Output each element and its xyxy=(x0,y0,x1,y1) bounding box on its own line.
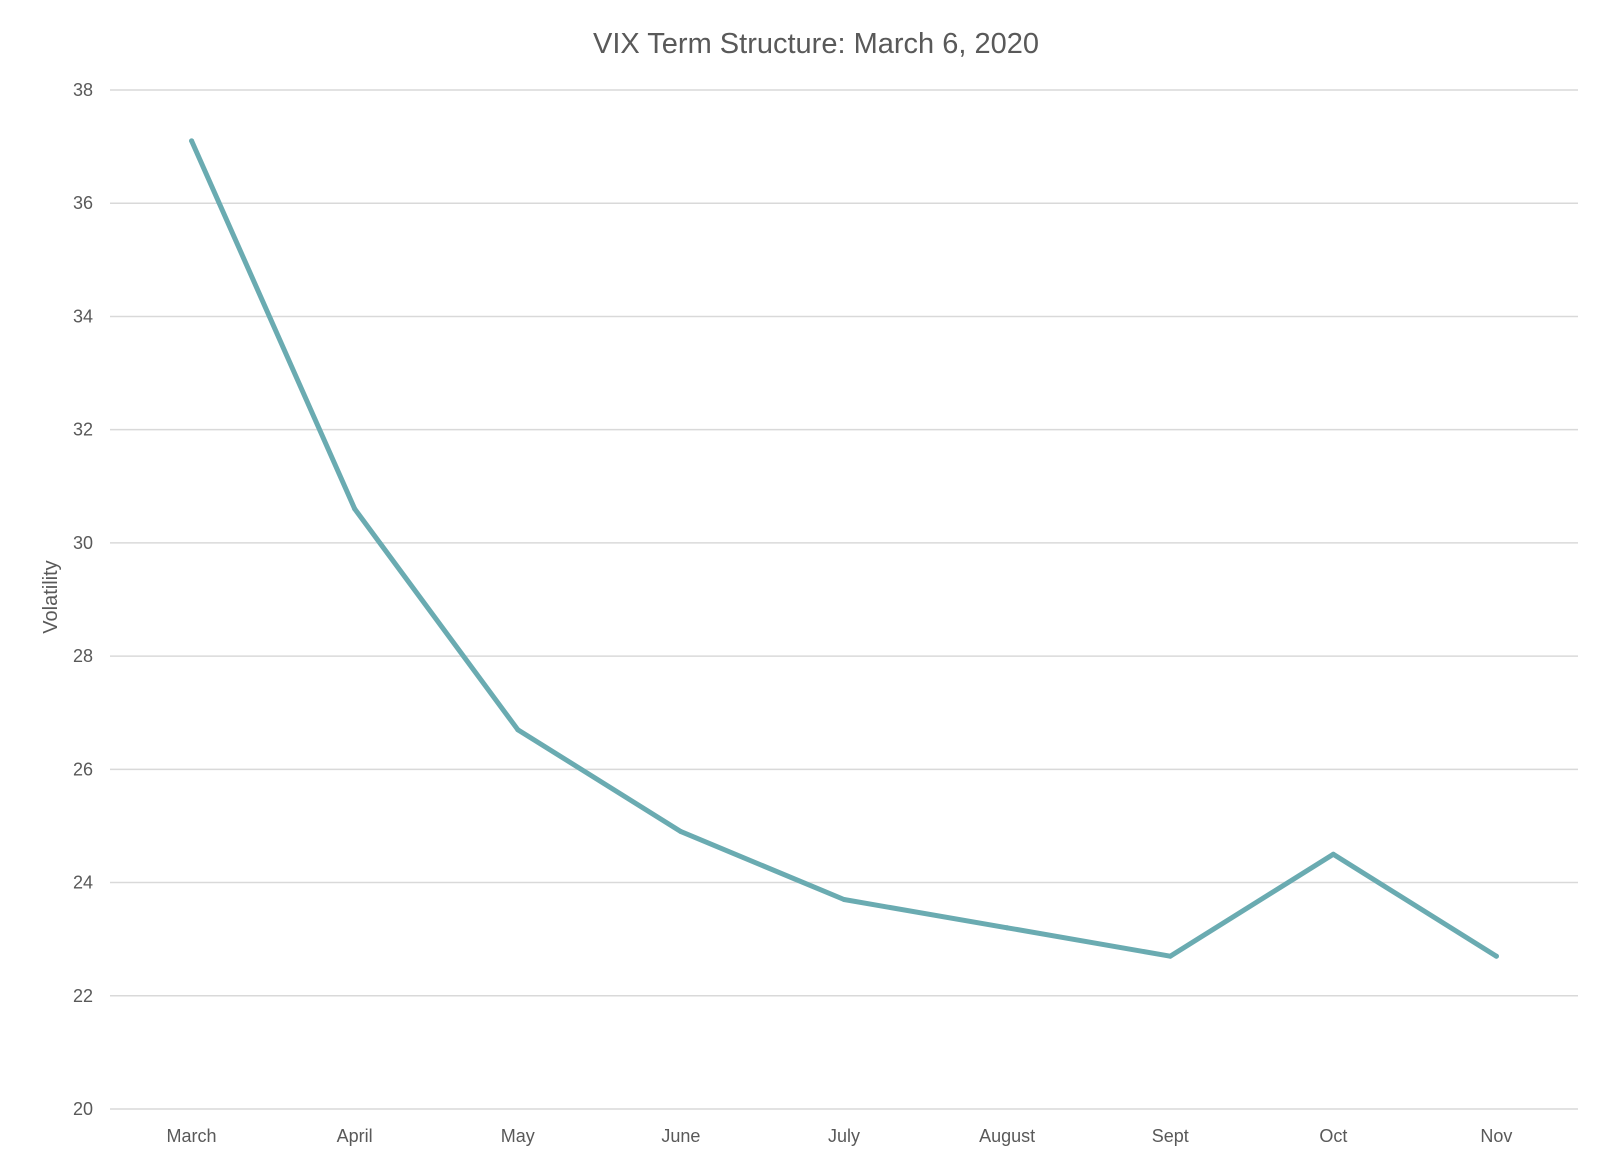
y-axis-ticks: 20 22 24 26 28 30 32 34 36 38 xyxy=(73,80,93,1119)
y-tick-label: 28 xyxy=(73,646,93,666)
y-tick-label: 38 xyxy=(73,80,93,100)
y-tick-label: 26 xyxy=(73,759,93,779)
x-tick-label: March xyxy=(167,1126,217,1146)
x-axis-ticks: March April May June July August Sept Oct Nov xyxy=(167,1126,1513,1146)
y-axis-label: Volatility xyxy=(40,560,62,633)
data-point-sept xyxy=(1167,953,1173,959)
x-tick-label: Oct xyxy=(1319,1126,1347,1146)
data-point-june xyxy=(678,829,684,835)
x-tick-label: Sept xyxy=(1152,1126,1189,1146)
y-tick-label: 22 xyxy=(73,986,93,1006)
data-point-oct xyxy=(1330,851,1336,857)
y-tick-label: 32 xyxy=(73,420,93,440)
x-tick-label: April xyxy=(337,1126,373,1146)
x-tick-label: June xyxy=(661,1126,700,1146)
series-line-0 xyxy=(189,138,1499,959)
series-group xyxy=(189,138,1499,959)
y-tick-label: 30 xyxy=(73,533,93,553)
data-point-may xyxy=(515,727,521,733)
gridlines xyxy=(110,89,1578,1110)
chart-title: VIX Term Structure: March 6, 2020 xyxy=(593,28,1039,60)
data-point-august xyxy=(1004,925,1010,931)
data-point-july xyxy=(841,897,847,902)
y-tick-label: 36 xyxy=(73,193,93,213)
data-point-april xyxy=(352,506,358,512)
x-tick-label: August xyxy=(979,1126,1035,1146)
y-tick-label: 24 xyxy=(73,873,93,893)
data-point-nov xyxy=(1493,953,1499,959)
y-tick-label: 20 xyxy=(73,1099,93,1119)
data-point-march xyxy=(189,138,195,144)
y-tick-label: 34 xyxy=(73,306,93,326)
x-tick-label: May xyxy=(501,1126,535,1146)
x-tick-label: July xyxy=(828,1126,860,1146)
x-tick-label: Nov xyxy=(1480,1126,1512,1146)
